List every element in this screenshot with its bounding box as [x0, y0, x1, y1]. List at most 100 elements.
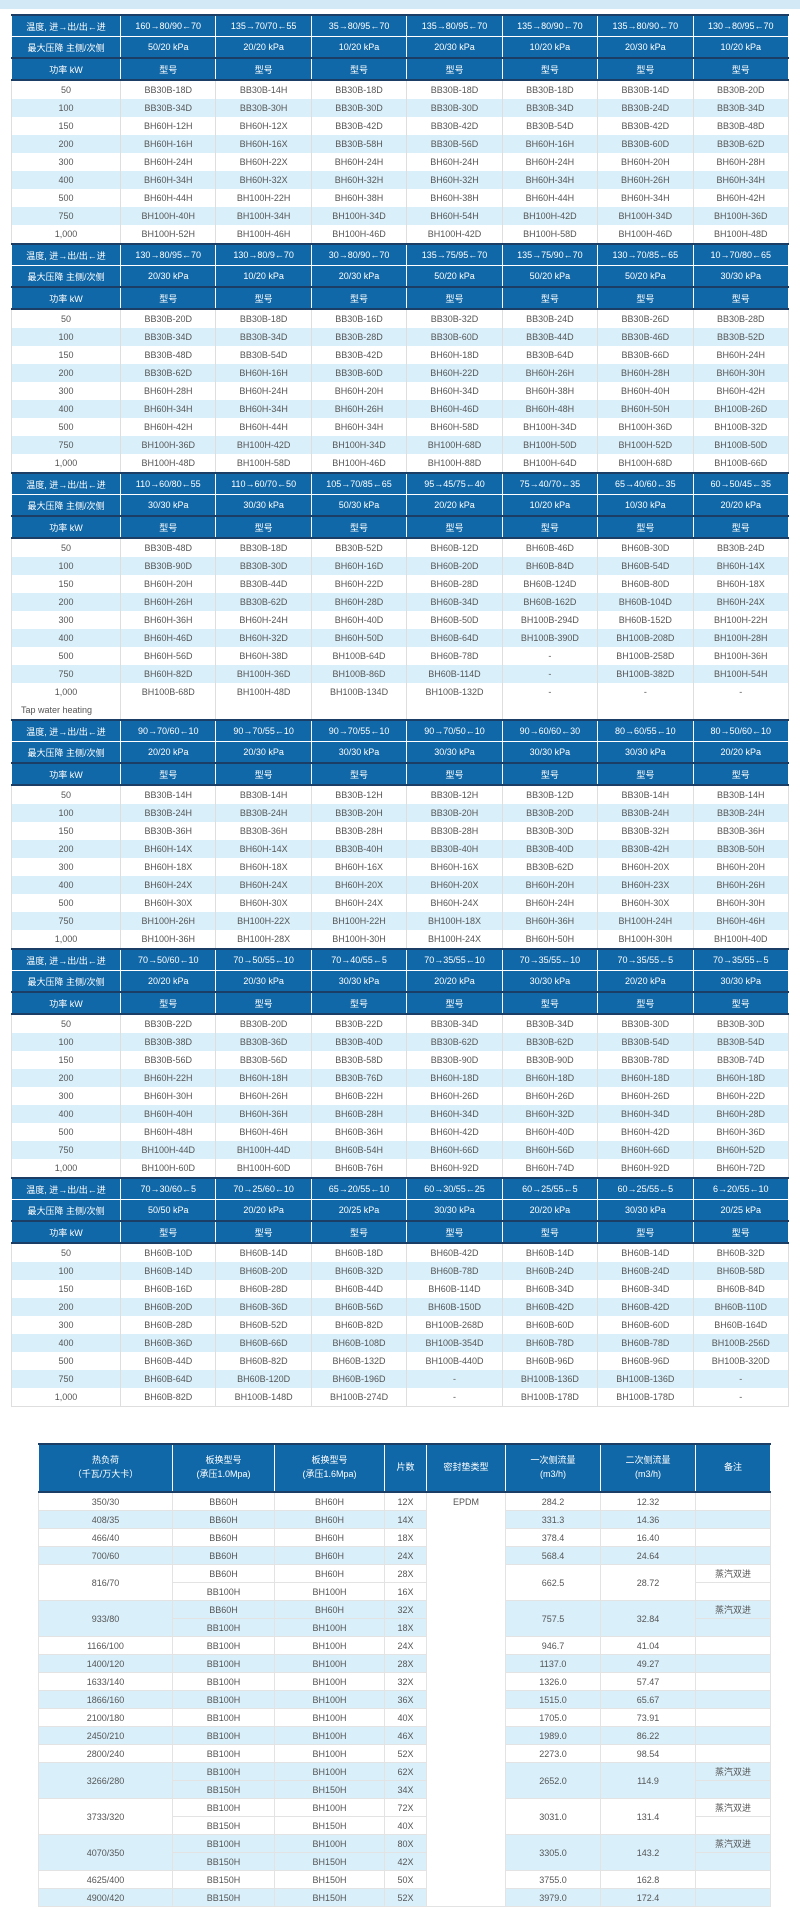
- plate-count-cell: 36X: [384, 1690, 427, 1709]
- spec-data-row: 200 BH60H-22H BH60H-18H BB30B-76D BH60H-18D B…: [11, 1069, 790, 1087]
- model-cell: BH60H-32D: [215, 629, 312, 647]
- spec-data-row: 150 BH60B-16D BH60B-28D BH60B-44D BH60B-114D…: [11, 1280, 790, 1298]
- model-cell: BB30B-20D: [692, 80, 790, 99]
- model-cell: BH60H-42H: [692, 189, 790, 207]
- model-cell: BB30B-62D: [119, 364, 217, 382]
- plate-count-cell: 80X: [384, 1834, 427, 1853]
- model-cell: BB30B-36H: [119, 822, 217, 840]
- model-cell: BH60H-30X: [597, 894, 694, 912]
- model-cell: BH60H-38H: [310, 189, 408, 207]
- model-cell: BB30B-28H: [406, 822, 503, 840]
- pressure-header: 10/20 kPa: [215, 265, 312, 288]
- power-value-cell: 200: [11, 135, 121, 153]
- model-cell: BH60H-26D: [501, 1087, 599, 1105]
- model-cell: BH60H-18D: [406, 1069, 503, 1087]
- model-cell: BH60H-34D: [597, 1105, 694, 1123]
- power-value-cell: 200: [11, 593, 121, 611]
- spec-data-row: 150 BB30B-48D BB30B-54D BB30B-42D BH60H-18D B…: [11, 346, 790, 364]
- pressure-header: 20/20 kPa: [692, 741, 790, 764]
- secondary-flow-cell: 98.54: [600, 1744, 696, 1763]
- model-cell: BB30B-62D: [501, 1033, 599, 1051]
- model-cell: BH60H-20H: [597, 153, 694, 171]
- power-row-label: 功率 kW: [11, 762, 121, 786]
- model-cell: BH60H-20H: [692, 858, 790, 876]
- model-1p6mpa-cell: BH60H: [274, 1546, 385, 1565]
- model-cell: BH100H-50D: [501, 436, 599, 454]
- model-1mpa-cell: BB60H: [172, 1510, 275, 1529]
- model-cell: BH60H-24H: [215, 611, 312, 629]
- model-cell: BH60H-42H: [692, 382, 790, 400]
- model-cell: BH60B-42D: [501, 1298, 599, 1316]
- model-cell: BH100H-18X: [406, 912, 503, 930]
- model-cell: BB30B-18D: [215, 538, 312, 557]
- model-column-header: 型号: [692, 286, 790, 310]
- model-1p6mpa-cell: BH100H: [274, 1726, 385, 1745]
- model-cell: BH100H-48D: [119, 454, 217, 473]
- model-1p6mpa-cell: BH100H: [274, 1708, 385, 1727]
- pressure-header: 10/20 kPa: [310, 36, 408, 59]
- temperature-header: 80→60/55←10: [597, 719, 694, 742]
- load-cell: 2800/240: [38, 1744, 173, 1763]
- model-column-header: 型号: [501, 286, 599, 310]
- temperature-header: 110→60/80←55: [119, 472, 217, 495]
- temperature-row-label: 温度, 进→出/出←进: [11, 948, 121, 971]
- remark-cell: [695, 1888, 771, 1907]
- model-cell: BH100H-30H: [310, 930, 408, 949]
- model-cell: BH60H-18D: [692, 1069, 790, 1087]
- heat-exchanger-spec-page: 温度, 进→出/出←进 160→80/90←70 135→70/70←55 35→80…: [11, 14, 790, 1907]
- model-cell: BH60H-56D: [501, 1141, 599, 1159]
- model-cell: BH60H-18X: [692, 575, 790, 593]
- model-cell: BB30B-14H: [215, 785, 312, 804]
- power-value-cell: 500: [11, 1123, 121, 1141]
- model-cell: BH60H-36D: [692, 1123, 790, 1141]
- model-cell: BB30B-42H: [597, 840, 694, 858]
- model-cell: BH60B-28D: [406, 575, 503, 593]
- model-cell: BH60B-54H: [310, 1141, 408, 1159]
- model-cell: BH60B-120D: [215, 1370, 312, 1388]
- model-cell: BH100H-46D: [597, 225, 694, 244]
- model-cell: BB30B-44D: [215, 575, 312, 593]
- model-cell: BH100H-44D: [215, 1141, 312, 1159]
- temperature-row-label: 温度, 进→出/出←进: [11, 1177, 121, 1200]
- model-cell: BH60H-12X: [215, 117, 312, 135]
- spec-section-2: 温度, 进→出/出←进 130→80/95←70 130→80/9←70 30→80/…: [11, 243, 790, 473]
- model-cell: BH60B-14D: [597, 1243, 694, 1262]
- model-cell: BH100B-208D: [597, 629, 694, 647]
- temperature-header: 6→20/55←10: [692, 1177, 790, 1200]
- top-divider-strip: [0, 0, 800, 9]
- power-value-cell: 150: [11, 575, 121, 593]
- power-value-cell: 50: [11, 1014, 121, 1033]
- plate-count-cell: 40X: [384, 1708, 427, 1727]
- pressure-header: 20/30 kPa: [310, 265, 408, 288]
- plate-count-cell: 12X: [384, 1491, 427, 1511]
- model-cell: BH60H-20X: [597, 858, 694, 876]
- model-1p6mpa-cell: BH100H: [274, 1690, 385, 1709]
- model-cell: BH100B-68D: [119, 683, 217, 701]
- model-cell: -: [501, 665, 599, 683]
- plate-count-cell: 14X: [384, 1510, 427, 1529]
- pressure-header: 30/30 kPa: [597, 741, 694, 764]
- model-cell: BH60H-24H: [501, 894, 599, 912]
- temperature-header: 70→35/55←5: [692, 948, 790, 971]
- model-cell: BB30B-12H: [310, 785, 408, 804]
- model-column-header: 型号: [215, 1220, 312, 1244]
- temperature-row-label: 温度, 进→出/出←进: [11, 243, 121, 266]
- pressure-row-label: 最大压降 主侧/次侧: [11, 741, 121, 764]
- model-cell: BH100B-274D: [310, 1388, 408, 1407]
- model-cell: BH60B-60D: [597, 1316, 694, 1334]
- plate-count-cell: 16X: [384, 1582, 427, 1601]
- model-1mpa-cell: BB100H: [172, 1744, 275, 1763]
- remark-cell: 蒸汽双进: [695, 1564, 771, 1583]
- steam-table-body: 350/30 BB60H BH60H 12X EPDM 284.2 12.32 408/35 B…: [38, 1491, 771, 1907]
- power-value-cell: 50: [11, 1243, 121, 1262]
- model-cell: BH100B-320D: [692, 1352, 790, 1370]
- model-cell: BH60B-54D: [597, 557, 694, 575]
- model-cell: BH60H-24X: [406, 894, 503, 912]
- spec-data-row: 50 BB30B-22D BB30B-20D BB30B-22D BB30B-34D BB…: [11, 1014, 790, 1033]
- remark-cell: [695, 1636, 771, 1655]
- model-cell: BH60H-26H: [310, 400, 408, 418]
- pressure-header: 10/20 kPa: [692, 36, 790, 59]
- model-cell: BH60H-30X: [215, 894, 312, 912]
- model-cell: BH60H-23X: [597, 876, 694, 894]
- temperature-header: 70→25/60←10: [215, 1177, 312, 1200]
